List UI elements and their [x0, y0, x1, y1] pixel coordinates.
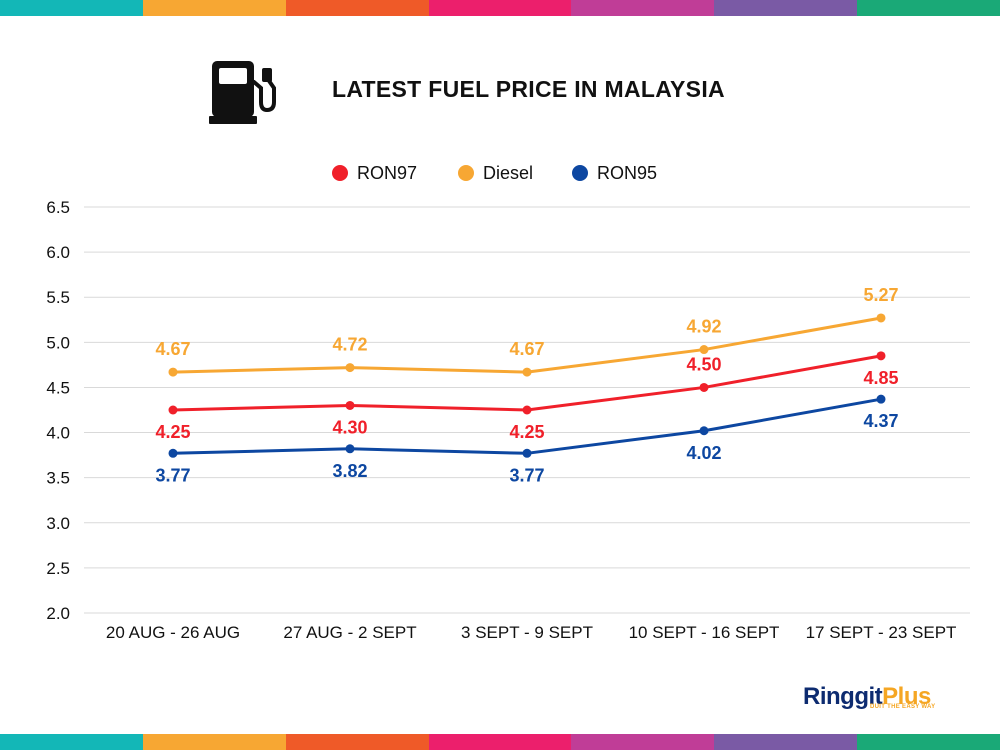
- stripe-segment: [285, 734, 429, 750]
- line-chart: 2.0 2.5 3.0 3.5 4.0 4.5 5.0 5.5 6.0 6.5 20 AUG - 2…: [46, 163, 970, 642]
- x-tick-label: 17 SEPT - 23 SEPT: [806, 623, 957, 642]
- data-label: 3.77: [509, 465, 544, 485]
- y-tick-label: 4.5: [46, 378, 70, 397]
- stripe-segment: [857, 0, 1000, 16]
- stripe-segment: [0, 0, 143, 16]
- data-label: 4.72: [332, 335, 367, 355]
- legend-marker: [332, 165, 348, 181]
- data-label: 4.30: [332, 417, 367, 437]
- data-point: [876, 394, 886, 404]
- fuel-pump-icon: [209, 61, 276, 124]
- data-label: 4.67: [155, 339, 190, 359]
- data-point: [522, 405, 532, 415]
- data-point: [168, 448, 178, 458]
- data-point: [876, 351, 886, 361]
- logo-tagline: DUIT THE EASY WAY: [870, 704, 936, 710]
- stripe-segment: [0, 734, 143, 750]
- stripe-segment: [714, 734, 858, 750]
- data-point: [876, 313, 886, 323]
- legend-label: Diesel: [483, 163, 533, 183]
- stripe-segment: [285, 0, 429, 16]
- stripe-segment: [428, 734, 572, 750]
- x-tick-label: 27 AUG - 2 SEPT: [283, 623, 416, 642]
- series-line: [172, 354, 882, 412]
- chart-title: LATEST FUEL PRICE IN MALAYSIA: [332, 76, 725, 102]
- y-tick-label: 2.0: [46, 604, 70, 623]
- data-label: 5.27: [863, 285, 898, 305]
- y-tick-label: 5.5: [46, 288, 70, 307]
- logo-part-1: Ringgit: [803, 683, 883, 710]
- data-point: [522, 448, 532, 458]
- y-tick-label: 4.0: [46, 424, 70, 443]
- data-label: 4.37: [863, 411, 898, 431]
- stripe-segment: [142, 0, 286, 16]
- y-tick-label: 6.0: [46, 243, 70, 262]
- stripe-segment: [142, 734, 286, 750]
- data-point: [699, 382, 709, 392]
- data-label: 4.25: [155, 422, 190, 442]
- y-tick-label: 5.0: [46, 333, 70, 352]
- x-tick-label: 10 SEPT - 16 SEPT: [629, 623, 780, 642]
- y-tick-label: 6.5: [46, 198, 70, 217]
- data-label: 4.92: [686, 317, 721, 337]
- data-point: [699, 426, 709, 436]
- legend-marker: [458, 165, 474, 181]
- bottom-color-stripe: [0, 734, 1000, 750]
- x-tick-label: 20 AUG - 26 AUG: [106, 623, 240, 642]
- stripe-segment: [571, 0, 715, 16]
- data-label: 4.67: [509, 339, 544, 359]
- y-tick-label: 3.0: [46, 514, 70, 533]
- data-label: 3.82: [332, 461, 367, 481]
- data-point: [168, 405, 178, 415]
- data-label: 4.02: [686, 443, 721, 463]
- data-label: 4.85: [863, 368, 898, 388]
- data-point: [522, 367, 532, 377]
- data-point: [168, 367, 178, 377]
- stripe-segment: [571, 734, 715, 750]
- data-label: 3.77: [155, 465, 190, 485]
- data-point: [345, 400, 355, 410]
- header: LATEST FUEL PRICE IN MALAYSIA: [0, 58, 1000, 128]
- data-point: [345, 363, 355, 373]
- ringgitplus-logo: RinggitPlus: [803, 683, 931, 711]
- stripe-segment: [857, 734, 1000, 750]
- logo-part-2: Plus: [882, 683, 931, 710]
- stripe-segment: [428, 0, 572, 16]
- y-tick-label: 2.5: [46, 559, 70, 578]
- data-point: [345, 444, 355, 454]
- x-tick-label: 3 SEPT - 9 SEPT: [461, 623, 593, 642]
- stripe-segment: [714, 0, 858, 16]
- data-label: 4.25: [509, 422, 544, 442]
- top-color-stripe: [0, 0, 1000, 16]
- legend-marker: [572, 165, 588, 181]
- data-label: 4.50: [686, 354, 721, 374]
- legend-label: RON97: [357, 163, 417, 183]
- legend-label: RON95: [597, 163, 657, 183]
- y-tick-label: 3.5: [46, 469, 70, 488]
- data-point: [699, 345, 709, 355]
